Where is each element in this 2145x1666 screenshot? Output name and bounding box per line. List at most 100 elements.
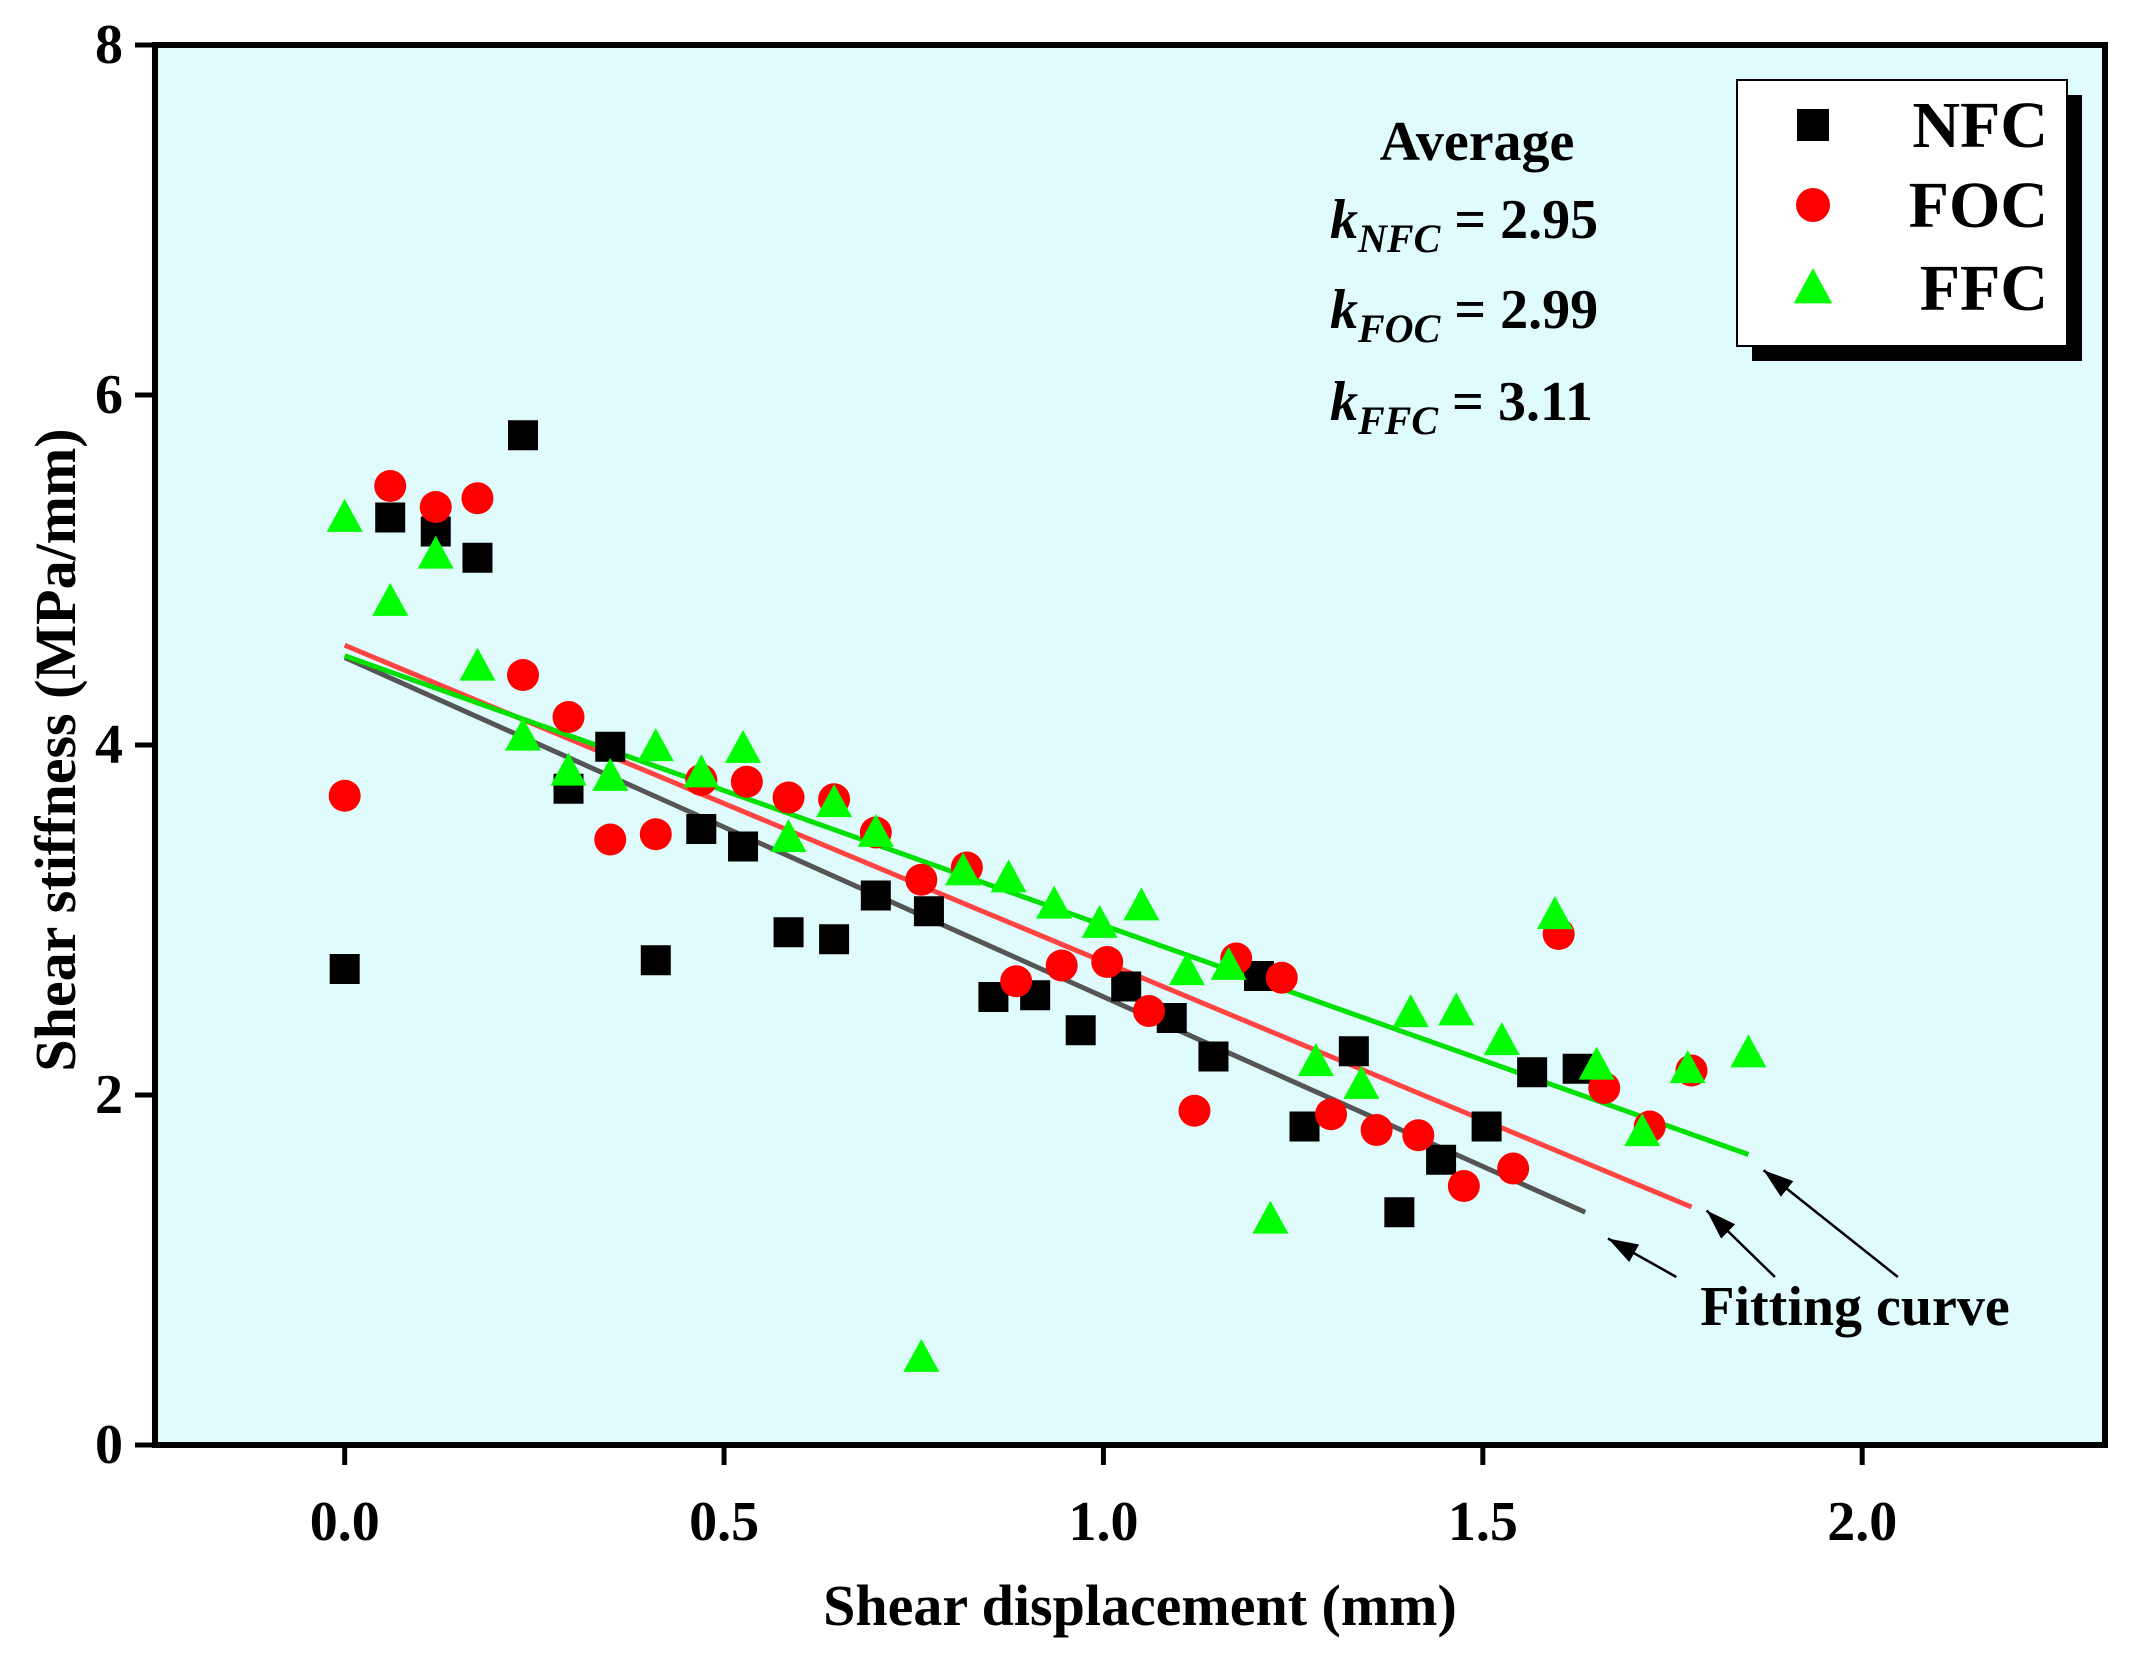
data-point-foc [730, 765, 763, 798]
data-point-nfc [375, 502, 406, 533]
data-point-foc [1588, 1072, 1621, 1104]
data-point-ffc [1168, 952, 1205, 986]
data-point-nfc [507, 420, 538, 451]
data-point-ffc [945, 852, 982, 886]
annotation-k-nfc: kNFC = 2.95 [1330, 189, 1598, 261]
data-point-foc [1402, 1119, 1435, 1152]
x-tick-label: 1.0 [1068, 1491, 1138, 1553]
data-point-ffc [1536, 896, 1573, 930]
fitting-arrow-head [1706, 1210, 1736, 1239]
data-point-nfc [819, 924, 850, 955]
data-point-nfc [640, 945, 671, 976]
data-point-ffc [1297, 1043, 1334, 1077]
data-point-foc [506, 659, 539, 691]
data-point-ffc [637, 728, 674, 762]
series-foc [328, 470, 1708, 1202]
data-point-ffc [770, 819, 807, 853]
legend-box [1736, 79, 2068, 347]
data-point-foc [905, 863, 938, 896]
y-tick-label: 0 [95, 1414, 123, 1476]
data-point-ffc [372, 582, 409, 616]
data-point-foc [594, 823, 627, 856]
series-ffc [326, 498, 1767, 1372]
data-point-nfc [595, 731, 626, 762]
y-tick-label: 8 [95, 14, 123, 76]
data-point-ffc [1730, 1034, 1767, 1068]
fit-line-foc [343, 642, 1693, 1210]
fitting-arrow-head [1608, 1238, 1640, 1262]
x-tick-label: 0.5 [689, 1491, 759, 1553]
x-axis-title: Shear displacement (mm) [823, 1573, 1457, 1638]
data-point-foc [461, 482, 494, 515]
data-point-nfc [860, 880, 891, 911]
y-tick-label: 2 [95, 1064, 123, 1126]
data-point-foc [1000, 965, 1033, 998]
annotation-k-ffc: kFFC = 3.11 [1330, 371, 1593, 443]
data-point-ffc [326, 498, 363, 532]
data-point-foc [772, 781, 805, 814]
data-point-foc [552, 701, 585, 733]
data-point-ffc [1578, 1046, 1615, 1080]
y-tick-label: 4 [95, 714, 123, 776]
data-point-ffc [1123, 887, 1160, 921]
data-point-nfc [462, 542, 493, 573]
data-point-nfc [1198, 1041, 1229, 1072]
data-point-ffc [592, 757, 629, 791]
y-axis-title: Shear stiffness (MPa/mm) [23, 428, 88, 1071]
fitting-arrow-head [1763, 1170, 1794, 1197]
data-point-ffc [417, 535, 454, 569]
legend-label-foc: FOC [1909, 169, 2048, 242]
data-point-nfc [913, 896, 944, 927]
data-point-ffc [1669, 1050, 1706, 1084]
data-point-ffc [1438, 992, 1475, 1026]
annotation-title: Average [1380, 111, 1575, 173]
data-point-nfc [329, 954, 360, 984]
data-point-nfc [1517, 1057, 1548, 1088]
legend-label-ffc: FFC [1920, 252, 2048, 325]
x-tick-label: 2.0 [1827, 1491, 1897, 1553]
legend-marker-ffc [1793, 268, 1833, 304]
data-point-nfc [1065, 1015, 1096, 1046]
data-point-ffc [725, 729, 762, 763]
data-point-ffc [1392, 994, 1429, 1028]
data-point-nfc [1384, 1197, 1415, 1228]
data-point-nfc [1426, 1144, 1457, 1175]
x-axis: 0.0 0.5 1.0 1.5 2.0 [310, 1445, 1897, 1553]
data-point-nfc [728, 831, 759, 862]
data-point-ffc [459, 647, 496, 681]
data-point-foc [1360, 1114, 1393, 1146]
data-point-foc [1315, 1098, 1348, 1131]
data-point-foc [1132, 995, 1165, 1027]
data-point-ffc [1624, 1113, 1661, 1147]
data-point-foc [1265, 961, 1298, 994]
data-point-foc [328, 779, 361, 812]
data-point-ffc [1483, 1022, 1520, 1056]
average-annotation: Average kNFC = 2.95 kFOC = 2.99 kFFC = 3.1… [1330, 111, 1598, 443]
data-point-nfc [686, 814, 717, 844]
fitting-curve-label: Fitting curve [1700, 1276, 2009, 1338]
data-point-ffc [550, 752, 587, 786]
annotation-k-foc: kFOC = 2.99 [1330, 279, 1598, 351]
data-point-ffc [1036, 885, 1073, 919]
data-point-nfc [773, 917, 804, 948]
data-point-ffc [1081, 904, 1118, 938]
x-tick-label: 1.5 [1448, 1491, 1518, 1553]
data-point-foc [1178, 1094, 1211, 1127]
data-point-nfc [1111, 971, 1142, 1002]
legend-label-nfc: NFC [1912, 89, 2048, 162]
data-point-foc [419, 491, 452, 523]
data-point-ffc [683, 754, 720, 788]
data-point-ffc [816, 784, 853, 818]
data-point-nfc [1338, 1036, 1369, 1067]
fitting-arrows [1607, 1169, 1899, 1279]
data-point-nfc [1289, 1111, 1320, 1142]
data-point-foc [1497, 1152, 1530, 1185]
data-point-ffc [1252, 1200, 1289, 1234]
data-point-ffc [903, 1338, 940, 1372]
x-tick-label: 0.0 [310, 1491, 380, 1553]
y-axis: 0 2 4 6 8 [95, 14, 155, 1476]
data-points [326, 420, 1767, 1372]
data-point-foc [1447, 1170, 1480, 1202]
